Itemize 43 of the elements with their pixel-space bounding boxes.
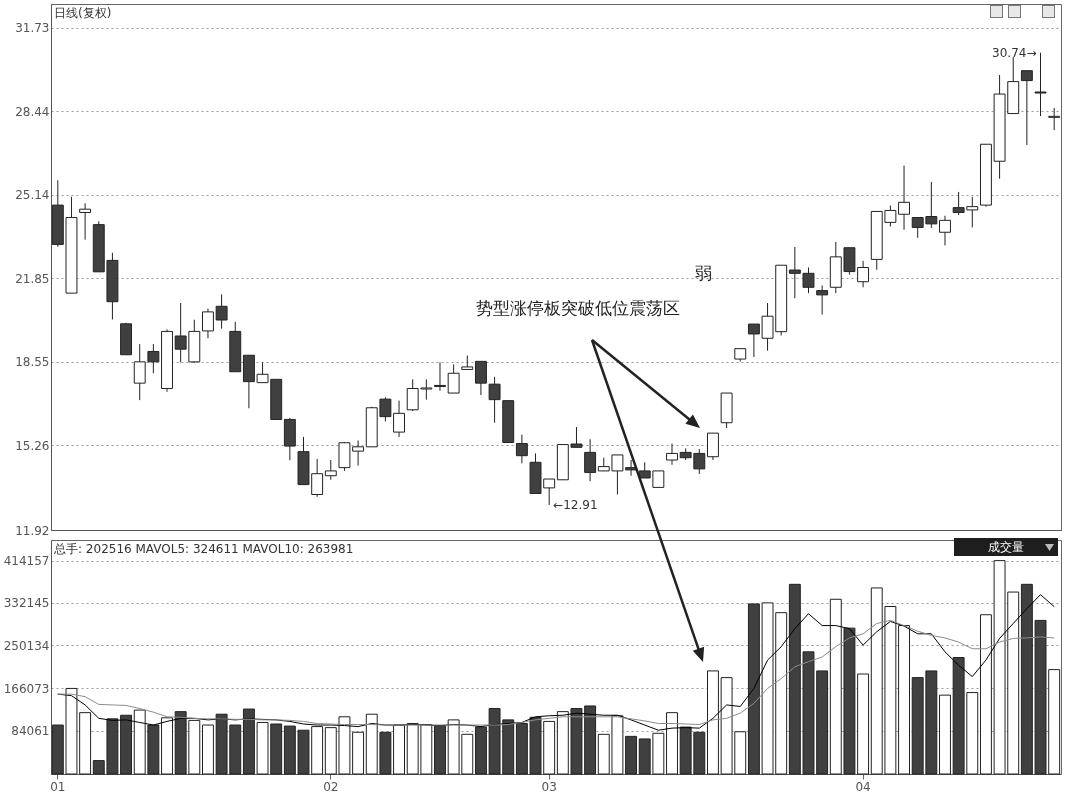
candlestick — [939, 215, 951, 246]
line-series — [57, 619, 1055, 726]
x-tick-label: 02 — [323, 779, 339, 794]
y-tick-label: 166073 — [3, 681, 50, 696]
candlestick — [488, 376, 501, 424]
annotation: 势型涨停板突破低位震荡区 — [476, 298, 680, 318]
candlestick — [1034, 52, 1047, 117]
bar — [939, 694, 951, 775]
annotation: 弱 — [694, 263, 712, 283]
dropdown: 成交量 — [954, 538, 1058, 556]
candlestick — [474, 360, 487, 396]
candlestick — [324, 459, 337, 481]
y-tick-label: 21.85 — [15, 271, 50, 286]
bar — [434, 725, 446, 775]
bar — [161, 717, 173, 775]
annotation: ←12.91 — [553, 497, 598, 512]
y-tick-label: 84061 — [11, 724, 50, 739]
y-tick-label: 18.55 — [15, 355, 50, 370]
y-tick-label: 11.92 — [15, 523, 50, 538]
candlestick — [1020, 70, 1033, 146]
x-tick-label: 01 — [50, 779, 66, 794]
y-tick-label: 332145 — [3, 596, 50, 611]
candlestick — [816, 285, 829, 316]
y-tick-label: 25.14 — [15, 188, 50, 203]
candlestick — [584, 438, 597, 482]
x-tick-label: 03 — [541, 779, 557, 794]
candlestick — [515, 434, 528, 464]
y-tick-label: 28.44 — [15, 104, 50, 119]
y-tick-label: 31.73 — [15, 21, 50, 36]
y-tick-label: 250134 — [3, 638, 50, 653]
chart-title: 总手: 202516 MAVOL5: 324611 MAVOL10: 263981 — [53, 542, 354, 556]
candlestick — [707, 432, 719, 461]
x-tick-label: 04 — [855, 779, 871, 794]
candlestick — [1048, 107, 1061, 131]
bar — [666, 712, 678, 775]
annotation: 30.74→ — [992, 45, 1037, 60]
candlestick — [79, 202, 92, 241]
y-tick-label: 15.26 — [15, 438, 50, 453]
candlestick — [447, 363, 460, 394]
candlestick — [434, 361, 446, 392]
chart-title: 日线(复权) — [54, 6, 112, 20]
candlestick — [666, 443, 678, 466]
y-tick-label: 414157 — [3, 554, 50, 569]
